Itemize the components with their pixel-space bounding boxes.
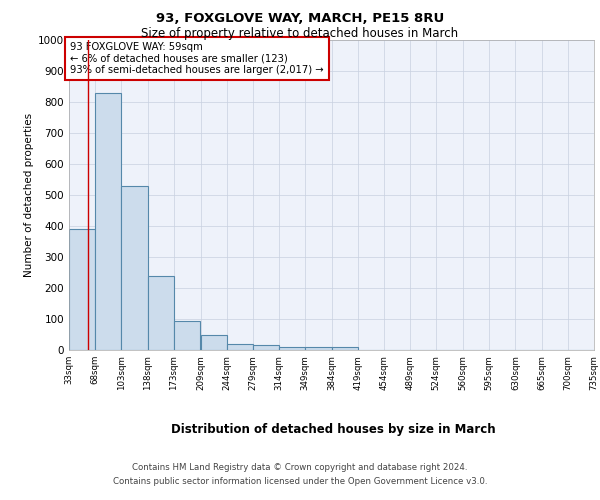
Bar [331,347,358,350]
Text: Contains public sector information licensed under the Open Government Licence v3: Contains public sector information licen… [113,477,487,486]
Text: Contains HM Land Registry data © Crown copyright and database right 2024.: Contains HM Land Registry data © Crown c… [132,464,468,472]
Bar [95,92,121,350]
Bar [279,347,305,350]
Text: 93, FOXGLOVE WAY, MARCH, PE15 8RU: 93, FOXGLOVE WAY, MARCH, PE15 8RU [156,12,444,26]
Text: 93 FOXGLOVE WAY: 59sqm
← 6% of detached houses are smaller (123)
93% of semi-det: 93 FOXGLOVE WAY: 59sqm ← 6% of detached … [70,42,324,75]
Text: Distribution of detached houses by size in March: Distribution of detached houses by size … [170,422,496,436]
Bar [253,346,279,350]
Text: Size of property relative to detached houses in March: Size of property relative to detached ho… [142,28,458,40]
Bar [148,276,174,350]
Bar [227,344,253,350]
Y-axis label: Number of detached properties: Number of detached properties [24,113,34,277]
Bar [174,320,200,350]
Bar [121,186,148,350]
Bar [305,347,331,350]
Bar [200,334,227,350]
Bar [69,229,95,350]
